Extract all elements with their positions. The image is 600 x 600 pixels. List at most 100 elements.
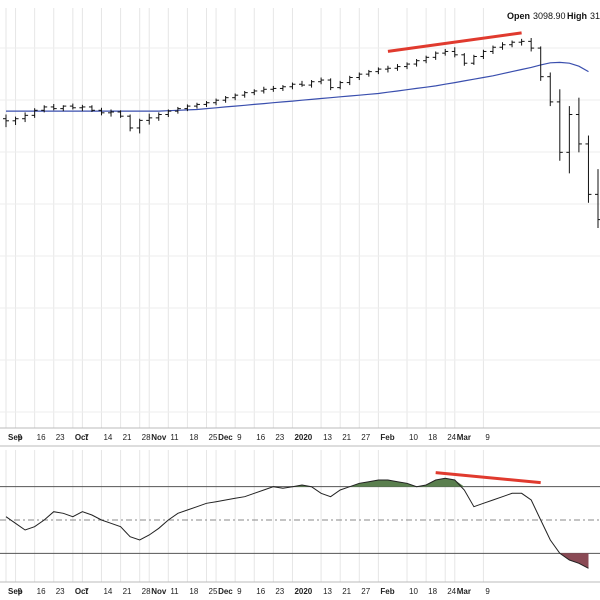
overbought-fill xyxy=(416,478,465,487)
oscillator-tick-label: Dec xyxy=(218,587,233,596)
ohlc-bar xyxy=(509,40,516,48)
ohlc-bar xyxy=(203,101,210,107)
ohlc-bar xyxy=(213,98,220,106)
price-tick-label: Feb xyxy=(380,433,394,442)
ohlc-bar xyxy=(165,109,172,118)
price-tick-label: 25 xyxy=(209,433,218,442)
ohlc-bar xyxy=(260,86,267,94)
ohlc-bar xyxy=(127,114,134,132)
ohlc-bar xyxy=(108,109,115,117)
price-tick-label: 10 xyxy=(409,433,418,442)
price-tick-label: 27 xyxy=(361,433,370,442)
ohlc-bar xyxy=(41,105,48,113)
ohlc-bar xyxy=(12,116,19,126)
header-quote: Open 3098.90 High 3136 xyxy=(507,11,600,21)
ohlc-bar xyxy=(575,97,582,153)
ohlc-bar xyxy=(193,102,200,109)
ohlc-bar xyxy=(22,112,29,123)
ohlc-bar xyxy=(289,82,296,90)
oscillator-tick-label: Mar xyxy=(457,587,471,596)
ohlc-bar xyxy=(174,106,181,114)
ohlc-bar xyxy=(375,67,382,75)
ohlc-bar xyxy=(50,103,57,111)
ohlc-bar xyxy=(423,55,430,64)
oscillator-line xyxy=(5,477,589,569)
oscillator-tick-label: 13 xyxy=(323,587,332,596)
ohlc-bar xyxy=(518,38,525,46)
price-tick-label: Mar xyxy=(457,433,471,442)
oscillator-tick-label: 9 xyxy=(485,587,490,596)
price-tick-label: 2020 xyxy=(294,433,312,442)
ohlc-bar xyxy=(413,59,420,67)
oscillator-tick-label: 16 xyxy=(256,587,265,596)
price-tick-label: Nov xyxy=(151,433,167,442)
ohlc-bar xyxy=(585,135,592,203)
oscillator-tick-label: Sep xyxy=(8,587,23,596)
ohlc-bar xyxy=(547,72,554,107)
ohlc-bar xyxy=(356,72,363,81)
price-tick-label: 16 xyxy=(37,433,46,442)
price-tick-label: 14 xyxy=(103,433,112,442)
overbought-fill xyxy=(349,480,417,487)
ohlc-bar xyxy=(537,46,544,81)
ohlc-bar xyxy=(394,64,401,71)
price-tick-label: Sep xyxy=(8,433,23,442)
oscillator-tick-label: 16 xyxy=(37,587,46,596)
ohlc-bar xyxy=(404,62,411,70)
oscillator-tick-label: 24 xyxy=(447,587,456,596)
ohlc-bar xyxy=(279,85,286,91)
ohlc-bar xyxy=(232,93,239,101)
ohlc-bar xyxy=(136,118,143,134)
high-label: High xyxy=(567,11,587,21)
price-tick-label: 18 xyxy=(428,433,437,442)
ohlc-bar xyxy=(117,110,124,118)
price-tick-label: Dec xyxy=(218,433,233,442)
ohlc-bar xyxy=(79,104,86,112)
price-tick-label: 18 xyxy=(189,433,198,442)
open-label: Open xyxy=(507,11,530,21)
oscillator-tick-label: 2020 xyxy=(294,587,312,596)
oscillator-panel xyxy=(0,450,600,583)
ohlc-bar xyxy=(241,90,248,98)
ohlc-bar xyxy=(222,96,229,103)
price-tick-label: 21 xyxy=(342,433,351,442)
oscillator-tick-label: 10 xyxy=(409,587,418,596)
oscillator-tick-label: 25 xyxy=(209,587,218,596)
price-tick-label: 23 xyxy=(56,433,65,442)
price-tick-label: 16 xyxy=(256,433,265,442)
ohlc-bar xyxy=(461,53,468,66)
price-tick-label: 24 xyxy=(447,433,456,442)
price-tick-label: 7 xyxy=(84,433,89,442)
ohlc-bar xyxy=(155,112,162,121)
high-value: 3136 xyxy=(590,11,600,21)
oscillator-tick-label: 21 xyxy=(123,587,132,596)
ohlc-bar xyxy=(146,113,153,125)
price-trendline xyxy=(387,31,522,53)
ohlc-bar xyxy=(556,89,563,161)
oscillator-tick-label: 21 xyxy=(342,587,351,596)
ohlc-bar xyxy=(499,42,506,50)
oscillator-tick-label: 11 xyxy=(170,587,179,596)
oscillator-tick-label: 7 xyxy=(84,587,89,596)
ohlc-bar xyxy=(308,80,315,88)
ohlc-bar xyxy=(98,107,105,116)
oscillator-tick-label: 27 xyxy=(361,587,370,596)
price-tick-label: 21 xyxy=(123,433,132,442)
oscillator-tick-label: 18 xyxy=(189,587,198,596)
ohlc-bar xyxy=(31,108,38,118)
oscillator-tick-label: 9 xyxy=(237,587,242,596)
ohlc-bar xyxy=(451,47,458,58)
ohlc-bar xyxy=(270,85,277,92)
price-tick-label: Oct xyxy=(75,433,89,442)
ohlc-bar xyxy=(489,45,496,54)
price-tick-label: 9 xyxy=(18,433,23,442)
oscillator-tick-label: Nov xyxy=(151,587,167,596)
ohlc-bar xyxy=(88,105,95,112)
ohlc-bar xyxy=(480,49,487,60)
ohlc-bar xyxy=(327,78,334,91)
oscillator-tick-label: 9 xyxy=(18,587,23,596)
ohlc-bar xyxy=(365,69,372,77)
